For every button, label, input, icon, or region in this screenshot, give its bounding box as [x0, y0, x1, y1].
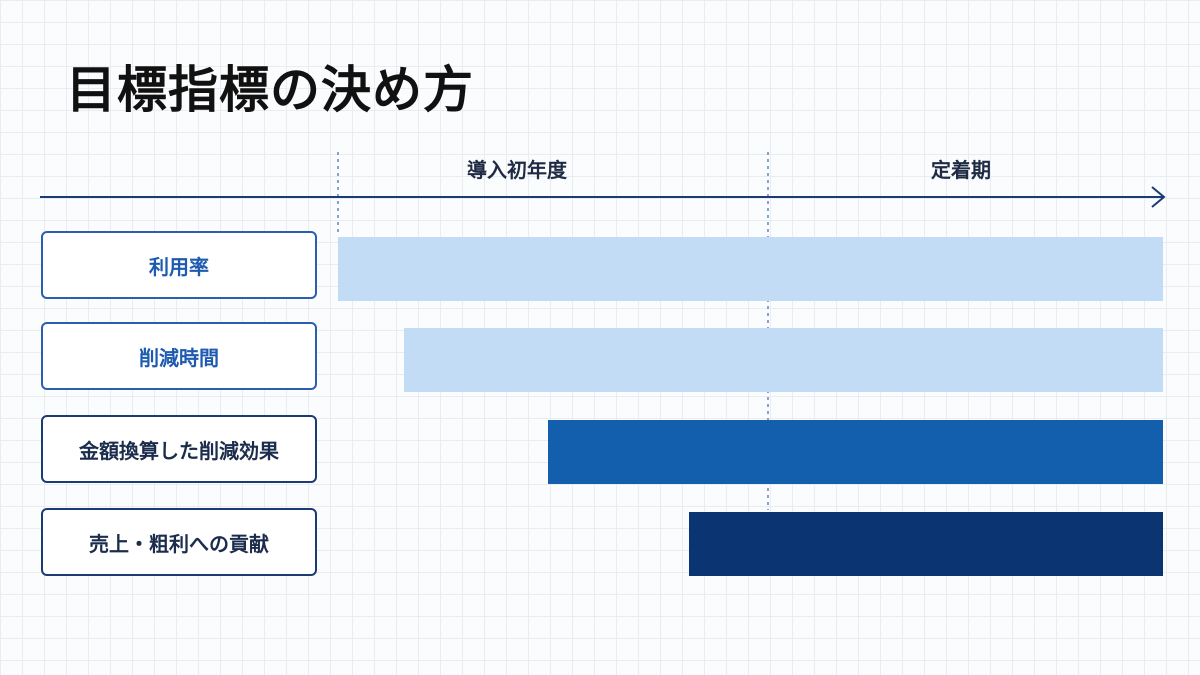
- phase-label-established: 定着期: [931, 158, 991, 182]
- page-title: 目標指標の決め方: [66, 61, 474, 119]
- metric-bar-revenue-contribution: [689, 512, 1163, 576]
- metric-label-usage-rate: 利用率: [41, 231, 317, 299]
- metric-bar-usage-rate: [338, 237, 1163, 301]
- metric-label-time-saved: 削減時間: [41, 322, 317, 390]
- time-axis-arrowhead: [1151, 186, 1166, 208]
- metric-bar-monetary-effect: [548, 420, 1163, 484]
- phase-label-first-year: 導入初年度: [467, 158, 567, 182]
- metric-label-revenue-contribution: 売上・粗利への貢献: [41, 508, 317, 576]
- metric-label-monetary-effect: 金額換算した削減効果: [41, 415, 317, 483]
- metric-bar-time-saved: [404, 328, 1163, 392]
